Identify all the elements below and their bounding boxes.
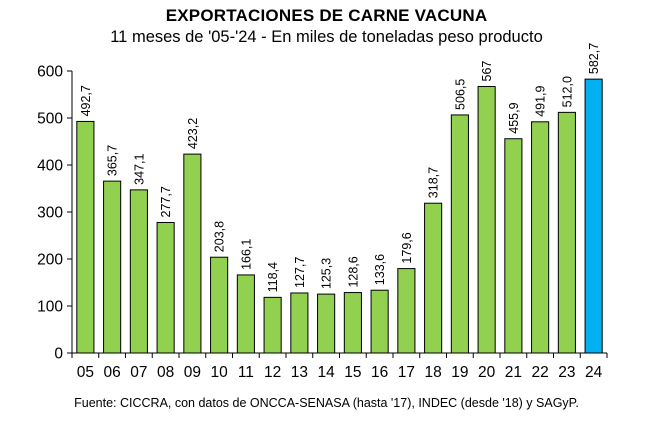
x-tick-label: 17 (398, 364, 415, 381)
bar (263, 296, 282, 354)
y-tick-label: 400 (37, 158, 63, 175)
data-label: 203,8 (213, 221, 227, 252)
x-tick-label: 13 (291, 364, 308, 381)
bar (343, 292, 362, 354)
x-tick-label: 20 (478, 364, 496, 381)
y-tick-label: 200 (37, 252, 63, 269)
bar (477, 86, 496, 354)
y-tick-label: 100 (37, 299, 63, 316)
x-tick-label: 09 (184, 364, 201, 381)
bar (370, 289, 389, 354)
x-tick-label: 12 (264, 364, 281, 381)
x-tick-label: 14 (318, 364, 336, 381)
x-tick-label: 16 (371, 364, 388, 381)
x-tick-label: 23 (558, 364, 575, 381)
bar (156, 221, 175, 354)
data-label: 492,7 (79, 85, 93, 116)
data-label: 455,9 (507, 102, 521, 133)
chart-title: EXPORTACIONES DE CARNE VACUNA (165, 6, 488, 25)
data-label: 133,6 (373, 254, 387, 285)
data-label: 347,1 (132, 154, 146, 185)
data-label: 127,7 (293, 257, 307, 288)
y-tick-label: 0 (54, 346, 63, 363)
bar (531, 121, 550, 354)
data-label: 118,4 (266, 262, 280, 292)
bar (584, 78, 603, 354)
y-tick-label: 500 (37, 111, 63, 128)
data-label: 318,7 (427, 167, 441, 198)
bar (183, 153, 202, 354)
data-label: 567 (480, 61, 494, 82)
data-label: 423,2 (186, 118, 200, 149)
bar (76, 120, 95, 354)
data-label: 491,9 (534, 85, 548, 116)
bar (424, 202, 443, 354)
x-tick-label: 11 (238, 364, 254, 381)
x-tick-label: 21 (505, 364, 522, 381)
y-tick-label: 300 (37, 205, 63, 222)
y-tick-label: 600 (37, 64, 63, 81)
data-label: 128,6 (346, 256, 360, 287)
data-label: 512,0 (560, 76, 574, 107)
x-tick-label: 10 (211, 364, 229, 381)
bar (504, 138, 523, 354)
bar (103, 180, 122, 354)
x-tick-label: 22 (532, 364, 549, 381)
bar (236, 274, 255, 354)
data-label: 365,7 (106, 145, 120, 176)
x-tick-label: 07 (130, 364, 147, 381)
bar (290, 292, 309, 354)
x-tick-label: 06 (104, 364, 121, 381)
x-tick-label: 19 (451, 364, 468, 381)
data-label: 166,1 (239, 239, 253, 270)
x-tick-label: 08 (157, 364, 174, 381)
data-label: 125,3 (320, 258, 334, 289)
x-tick-label: 05 (77, 364, 94, 381)
x-tick-label: 24 (585, 364, 603, 381)
source-note: Fuente: CICCRA, con datos de ONCCA-SENAS… (74, 396, 579, 410)
data-label: 179,6 (400, 232, 414, 263)
x-tick-label: 15 (344, 364, 361, 381)
data-label: 277,7 (159, 186, 173, 217)
data-label: 582,7 (587, 43, 601, 74)
bar (557, 111, 576, 354)
bar (210, 256, 229, 354)
bar (450, 114, 469, 354)
bar (317, 293, 336, 354)
x-tick-label: 18 (425, 364, 442, 381)
chart-subtitle: 11 meses de '05-'24 - En miles de tonela… (110, 28, 543, 46)
data-label: 506,5 (453, 79, 467, 110)
bar (397, 268, 416, 354)
bar (129, 189, 148, 354)
